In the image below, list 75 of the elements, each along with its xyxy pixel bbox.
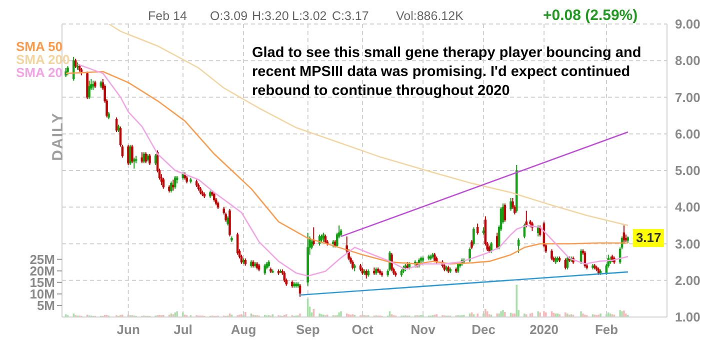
annotation: +0.08 (2.59%) [543,7,638,24]
candlestick [468,246,471,263]
candlestick [564,258,567,270]
candlestick [228,208,231,237]
candlestick [324,234,326,244]
candlestick [88,80,90,100]
text: Feb 14 [148,9,187,23]
y-tick-label: 6.00 [675,126,700,142]
candlestick [236,232,239,256]
x-tick-label: Sep [296,322,320,338]
y-tick-label: 9.00 [675,16,700,32]
candlestick [476,223,479,236]
candlestick [434,252,436,263]
y-tick-label: 7.00 [675,90,700,105]
candlestick [213,192,216,202]
annotation: DAILY [50,111,66,163]
candlestick [226,216,229,226]
candlestick [390,252,393,272]
text: C:3.17 [332,9,369,23]
text: SMA 200 [16,52,70,67]
candlestick [74,58,77,68]
candlestick [523,223,526,239]
y-tick-label: 4.00 [675,200,700,215]
candlestick [322,232,325,242]
x-tick-label: Aug [230,322,256,338]
candlestick [86,71,88,100]
candlestick [517,238,520,254]
candlestick [525,210,528,228]
candlestick [92,80,94,90]
annotation: Glad to see this small gene therapy player bouncing and recent MPSIII data was promising. I'd expect continued rebound to continue throughout 2020 [252,45,642,99]
candlestick [66,66,69,76]
candlestick [472,226,475,246]
y-tick-label: 2.00 [675,272,700,288]
candlestick [148,154,151,166]
candlestick [352,260,354,270]
candlestick [64,67,67,78]
text: H:3.20 [252,9,289,23]
x-tick-label: Jun [116,322,140,338]
series-label: SMA 20 [16,65,64,80]
candlestick [72,56,75,82]
candlestick [510,197,512,212]
x-tick-label: Jul [174,322,192,338]
candlestick [298,284,302,298]
candlestick [132,157,136,170]
candlestick [264,263,266,276]
candlestick [504,202,506,222]
text: L:3.02 [292,9,327,23]
candlestick [129,144,132,166]
candlestick [283,270,286,283]
candlestick [584,250,586,268]
candlestick [172,179,174,192]
y-tick-label: 1.00 [675,310,700,325]
candlestick [154,154,157,166]
text: O:3.09 [210,9,248,23]
y-tick-label: 3.00 [675,236,700,252]
x-tick-label: Feb [594,322,618,338]
text: Vol:886.12K [396,9,464,23]
x-tick-label: Nov [410,322,436,338]
annotation: 3.17 [632,228,664,247]
y-tick-label: 5.00 [675,163,700,178]
candlestick [144,152,147,164]
candlestick [162,177,165,190]
candlestick [142,152,145,164]
x-tick-label: Dec [472,322,496,338]
candlestick [170,180,172,193]
candlestick [174,175,176,190]
candlestick [470,240,473,250]
candlestick [490,241,492,254]
candlestick [131,144,134,164]
x-tick-label: Oct [352,322,374,338]
x-tick-label: 2020 [530,322,559,338]
candlestick [566,256,568,270]
y-tick-label: 8.00 [675,53,700,68]
series-label: SMA 50 [16,39,64,54]
candlestick [550,248,553,261]
